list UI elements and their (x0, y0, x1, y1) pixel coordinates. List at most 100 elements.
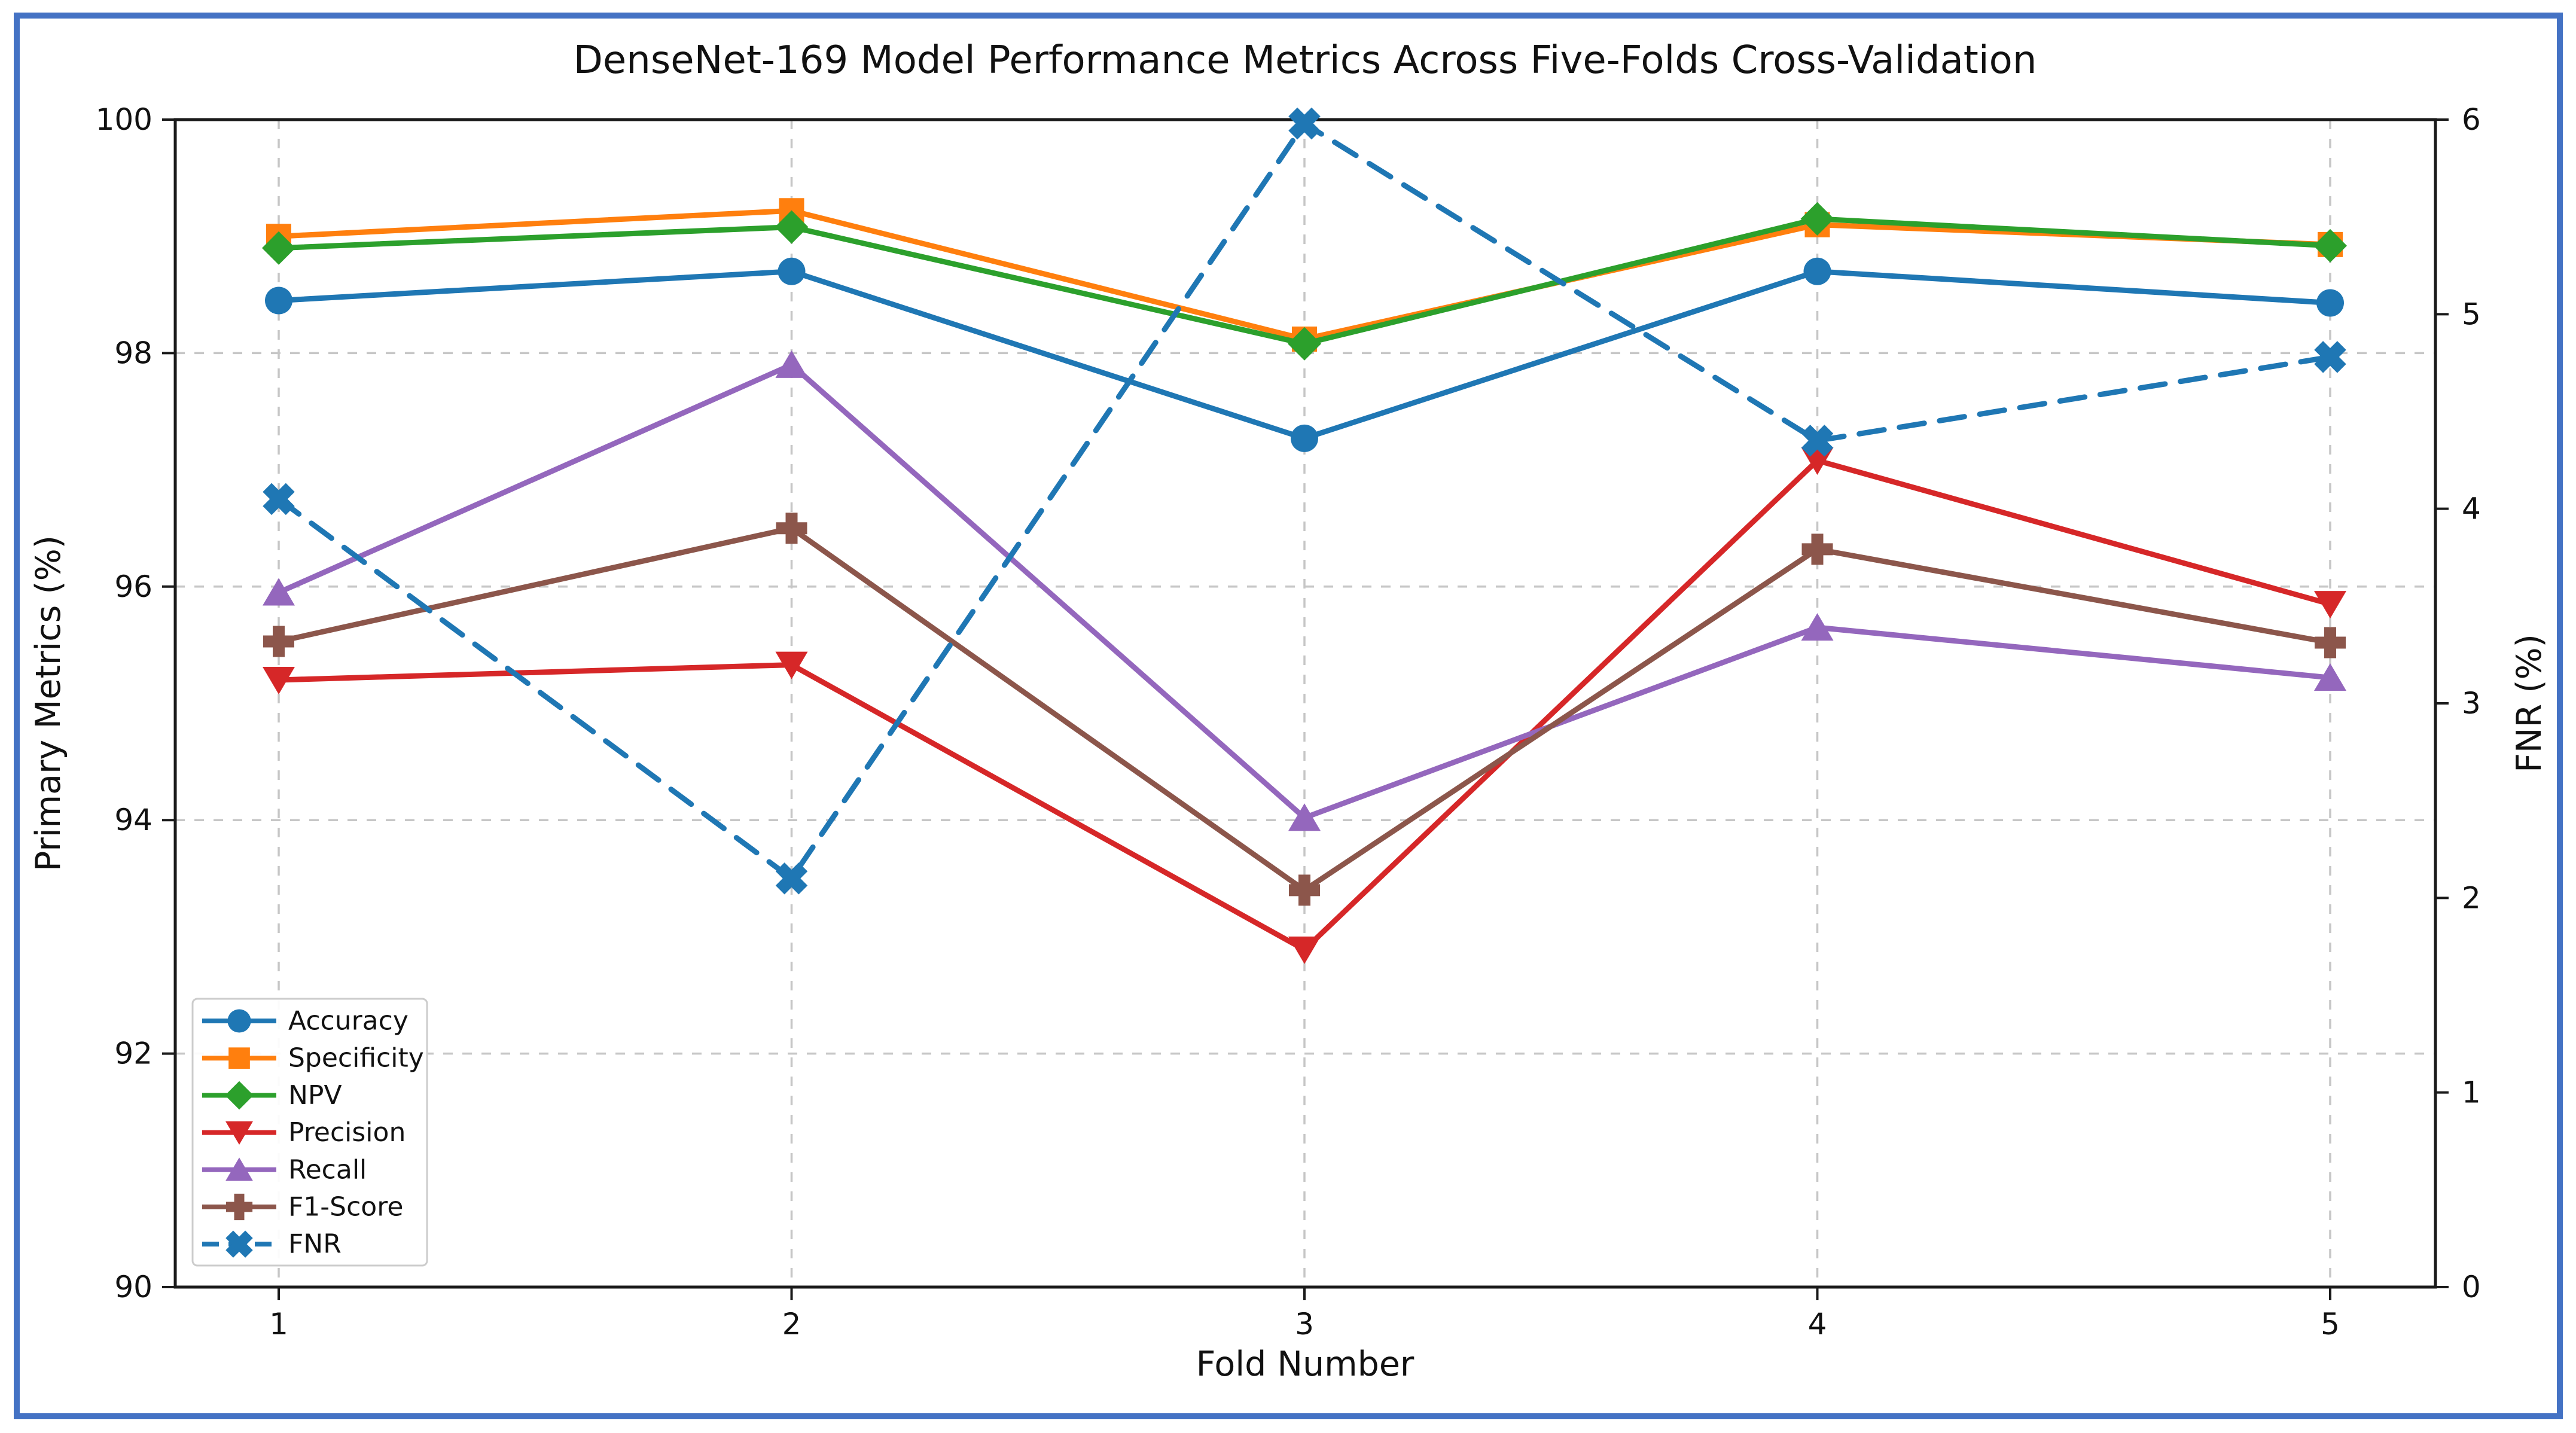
x-icon (225, 1230, 253, 1258)
data-point-recall-fold5 (2314, 663, 2346, 691)
data-point-fnr-fold2 (775, 862, 808, 895)
legend: Accuracy Specificity NPV Precision Recall F1-… (191, 998, 428, 1267)
square-icon (228, 1047, 250, 1069)
legend-item-fnr: FNR (202, 1229, 342, 1260)
circle-marker-shape (778, 257, 806, 285)
triangle-down-marker-shape (225, 1121, 253, 1145)
legend-item-precision: Precision (202, 1117, 406, 1148)
legend-item-f1-score: F1-Score (202, 1192, 403, 1222)
circle-marker-shape (2316, 289, 2344, 317)
data-point-fnr-fold4 (1801, 425, 1834, 457)
left-tick-label: 96 (114, 569, 153, 604)
data-point-f1-score-fold5 (2315, 627, 2346, 658)
legend-item-specificity: Specificity (202, 1043, 424, 1074)
square-marker-shape (228, 1047, 250, 1069)
plus-marker-shape (1801, 533, 1833, 565)
diamond-marker-shape (1800, 202, 1834, 236)
data-point-f1-score-fold2 (776, 513, 807, 544)
x-marker-shape (775, 862, 808, 895)
x-tick-label: 2 (782, 1307, 801, 1341)
legend-label: Precision (288, 1117, 406, 1148)
data-point-fnr-fold3 (1288, 107, 1321, 140)
plus-marker-shape (776, 513, 807, 544)
data-point-precision-fold2 (775, 651, 808, 679)
plus-marker-shape (263, 626, 294, 657)
legend-label: Specificity (288, 1043, 424, 1074)
legend-label: Recall (288, 1154, 367, 1185)
data-point-precision-fold3 (1288, 936, 1321, 964)
triangle-up-marker-shape (2314, 663, 2346, 691)
right-tick-label: 3 (2462, 686, 2481, 721)
triangle-up-marker-shape (225, 1157, 253, 1181)
legend-label: NPV (288, 1080, 342, 1111)
plus-marker-shape (1289, 874, 1320, 906)
data-point-recall-fold2 (775, 350, 808, 378)
data-point-recall-fold3 (1288, 803, 1321, 831)
x-marker-shape (1288, 107, 1321, 140)
left-y-axis-label: Primary Metrics (%) (29, 535, 68, 871)
triangle-up-icon (225, 1157, 253, 1181)
plus-marker-shape (2315, 627, 2346, 658)
diamond-marker-shape (775, 210, 809, 244)
data-point-fnr-fold1 (263, 483, 295, 516)
data-point-npv-fold5 (2313, 228, 2347, 263)
x-tick-label: 4 (1808, 1307, 1827, 1341)
figure-border (14, 13, 2563, 1419)
data-point-npv-fold1 (262, 231, 295, 265)
plus-icon (225, 1193, 253, 1221)
data-point-f1-score-fold3 (1289, 874, 1320, 906)
triangle-up-marker-shape (1801, 613, 1834, 641)
circle-marker-shape (1291, 424, 1318, 452)
data-point-f1-score-fold1 (263, 626, 294, 657)
data-point-accuracy-fold1 (265, 286, 292, 315)
data-point-fnr-fold5 (2314, 341, 2346, 373)
left-tick-label: 92 (114, 1036, 153, 1071)
data-point-recall-fold4 (1801, 613, 1834, 641)
plus-marker-shape (225, 1193, 253, 1221)
data-point-recall-fold1 (263, 578, 295, 606)
right-tick-label: 4 (2462, 492, 2481, 526)
data-point-accuracy-fold2 (778, 257, 806, 285)
left-tick-label: 98 (114, 336, 153, 370)
diamond-marker-shape (2313, 228, 2347, 263)
triangle-down-marker-shape (775, 651, 808, 679)
x-marker-shape (2314, 341, 2346, 373)
x-marker-shape (225, 1230, 253, 1258)
legend-item-accuracy: Accuracy (202, 1006, 408, 1036)
right-tick-label: 2 (2462, 880, 2481, 915)
legend-label: Accuracy (288, 1006, 408, 1036)
circle-icon (227, 1009, 251, 1033)
triangle-down-marker-shape (2314, 591, 2346, 619)
legend-box (191, 998, 428, 1267)
triangle-up-marker-shape (775, 350, 808, 378)
right-tick-label: 0 (2462, 1270, 2481, 1304)
left-tick-label: 100 (96, 102, 153, 137)
diamond-marker-shape (1288, 327, 1321, 361)
triangle-down-marker-shape (263, 666, 295, 694)
legend-label: F1-Score (288, 1192, 403, 1222)
right-tick-label: 1 (2462, 1075, 2481, 1110)
series-group (262, 107, 2347, 964)
left-tick-label: 94 (114, 803, 153, 837)
data-point-npv-fold3 (1288, 327, 1321, 361)
data-point-npv-fold2 (775, 210, 809, 244)
diamond-marker-shape (262, 231, 295, 265)
right-y-axis-label: FNR (%) (2510, 634, 2549, 773)
circle-marker-shape (227, 1009, 251, 1033)
x-marker-shape (1801, 425, 1834, 457)
triangle-down-marker-shape (1288, 936, 1321, 964)
chart-title: DenseNet-169 Model Performance Metrics A… (574, 38, 2037, 83)
legend-item-recall: Recall (202, 1154, 367, 1185)
right-tick-label: 6 (2462, 102, 2481, 137)
x-marker-shape (263, 483, 295, 516)
data-point-f1-score-fold4 (1801, 533, 1833, 565)
triangle-up-marker-shape (263, 578, 295, 606)
x-tick-label: 3 (1295, 1307, 1314, 1341)
data-point-accuracy-fold5 (2316, 289, 2344, 317)
data-point-precision-fold1 (263, 666, 295, 694)
legend-label: FNR (288, 1229, 342, 1260)
data-point-precision-fold5 (2314, 591, 2346, 619)
data-point-accuracy-fold4 (1803, 257, 1831, 285)
